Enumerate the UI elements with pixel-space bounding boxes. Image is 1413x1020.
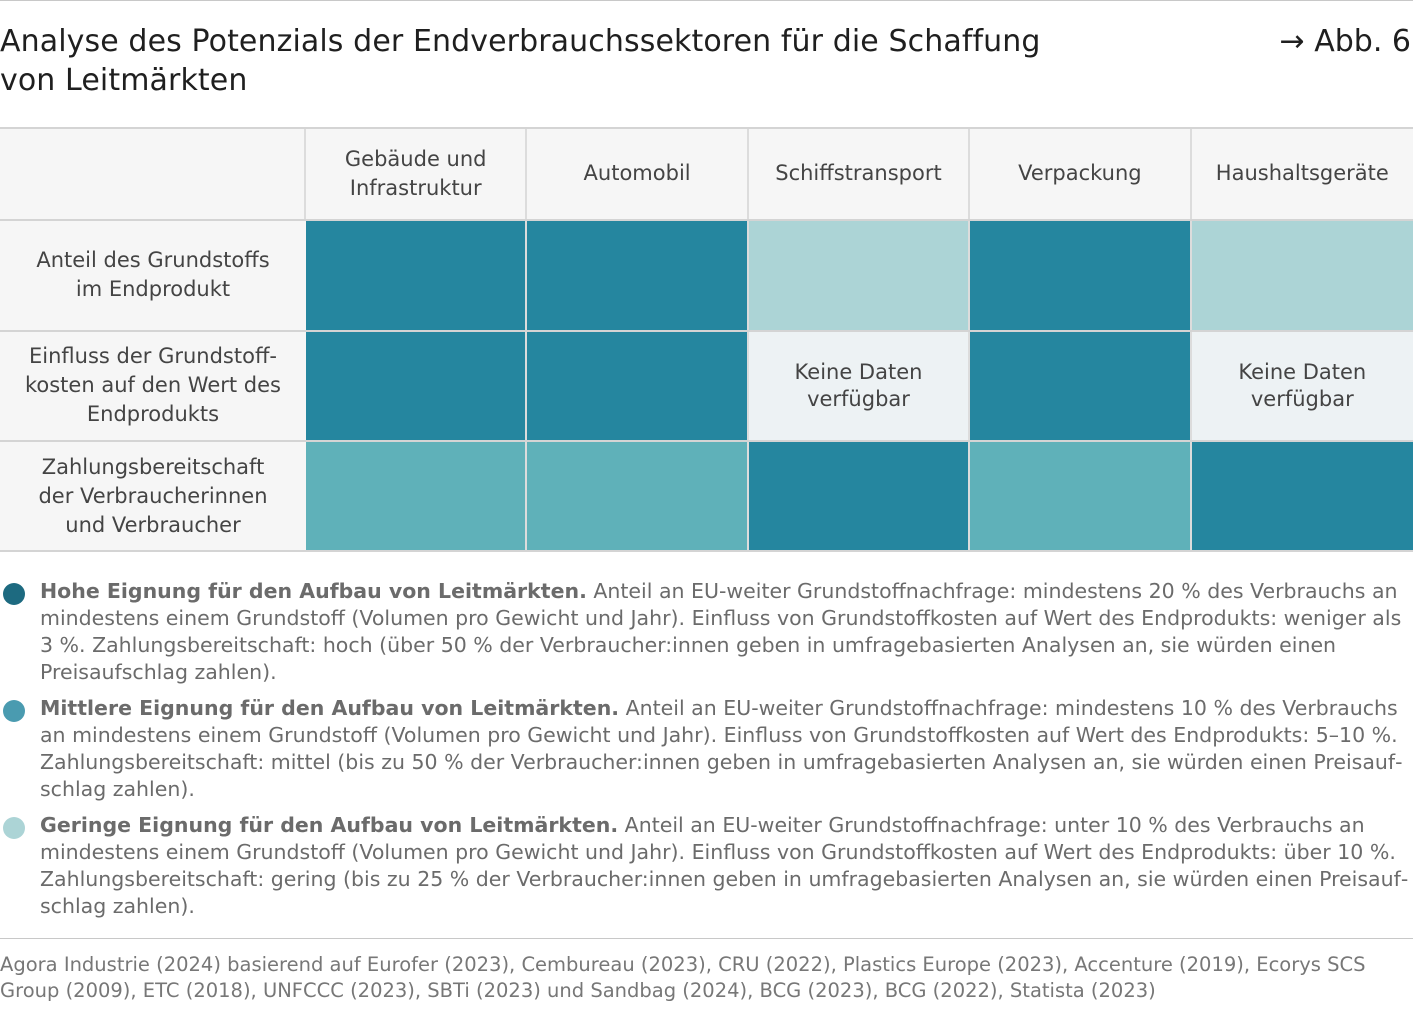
figure-reference: → Abb. 6 xyxy=(1279,24,1411,59)
legend-description: Anteil an EU-weiter Grundstoffnachfrage:… xyxy=(40,813,1409,918)
heatmap-cell-medium xyxy=(306,441,528,552)
chart-title-line-1: Analyse des Potenzials der Endverbrauchs… xyxy=(0,24,1041,59)
column-header-line: Gebäude und xyxy=(344,146,487,171)
legend-heading: Geringe Eignung für den Aufbau von Leitm… xyxy=(40,813,619,837)
no-data-label: Keine Daten xyxy=(1238,359,1367,384)
heatmap-cell-no_data: Keine Daten verfügbar xyxy=(748,330,971,441)
table-row-divider xyxy=(0,549,1413,552)
column-header: Verpackung xyxy=(970,127,1192,220)
legend-item-high: Hohe Eignung für den Aufbau von Leitmärk… xyxy=(0,578,1413,686)
no-data-label: verfügbar xyxy=(807,386,910,411)
row-label-line: kosten auf den Wert des xyxy=(24,373,281,398)
legend-heading: Mittlere Eignung für den Aufbau von Leit… xyxy=(40,696,620,720)
heatmap-cell-high xyxy=(527,330,749,441)
heatmap-cell-high xyxy=(527,220,749,331)
legend-dot-icon xyxy=(3,700,25,722)
legend-item-medium: Mittlere Eignung für den Aufbau von Leit… xyxy=(0,695,1413,803)
legend: Hohe Eignung für den Aufbau von Leitmärk… xyxy=(0,578,1413,929)
suitability-matrix: Gebäude und Infrastruktur Automobil Schiffs… xyxy=(0,127,1413,552)
heatmap-cell-high xyxy=(748,441,971,552)
column-header-line: Haushaltsgeräte xyxy=(1215,161,1389,185)
row-label-line: und Verbraucher xyxy=(65,512,241,537)
heatmap-cell-no_data: Keine Daten verfügbar xyxy=(1191,330,1413,441)
heatmap-cell-medium xyxy=(527,441,749,552)
legend-heading: Hohe Eignung für den Aufbau von Leitmärk… xyxy=(40,579,587,603)
heatmap-cell-high xyxy=(1191,441,1413,552)
source-note: Agora Industrie (2024) basierend auf Eur… xyxy=(0,953,1366,1002)
table-row-divider xyxy=(0,440,1413,442)
row-label-line: im Endprodukt xyxy=(75,277,231,302)
legend-dot-icon xyxy=(3,583,25,605)
column-header-line: Automobil xyxy=(583,161,691,185)
row-label-line: Einfluss der Grundstoff- xyxy=(29,344,277,369)
column-header-line: Infrastruktur xyxy=(349,175,482,200)
column-header: Automobil xyxy=(527,127,749,220)
column-header: Haushaltsgeräte xyxy=(1191,127,1413,220)
heatmap-cell-low xyxy=(748,220,971,331)
legend-description: Anteil an EU-weiter Grundstoffnachfrage:… xyxy=(40,579,1402,684)
legend-item-low: Geringe Eignung für den Aufbau von Leitm… xyxy=(0,812,1413,920)
no-data-label: verfügbar xyxy=(1250,386,1354,411)
chart-title-line-2: von Leitmärkten xyxy=(0,63,248,98)
row-label: Zahlungsbereitschaft der Verbraucherinnen… xyxy=(0,441,306,552)
column-header: Schiffstransport xyxy=(748,127,971,220)
table-row-divider xyxy=(0,219,1413,221)
legend-description: Anteil an EU-weiter Grundstoffnachfrage:… xyxy=(40,696,1403,801)
bottom-divider xyxy=(0,938,1413,939)
row-label: Anteil des Grundstoffs im Endprodukt xyxy=(0,220,306,331)
heatmap-cell-high xyxy=(970,220,1192,331)
heatmap-cell-high xyxy=(970,330,1192,441)
column-header: Gebäude und Infrastruktur xyxy=(306,127,528,220)
heatmap-cell-low xyxy=(1191,220,1413,331)
row-label: Einfluss der Grundstoff-kosten auf den W… xyxy=(0,330,306,441)
row-label-line: Endprodukts xyxy=(86,402,220,427)
header-corner xyxy=(0,127,306,220)
no-data-label: Keine Daten xyxy=(794,359,923,384)
table-row-divider xyxy=(0,329,1413,332)
chart-title: Analyse des Potenzials der Endverbrauchs… xyxy=(0,22,1080,100)
heatmap-cell-high xyxy=(306,330,528,441)
row-label-line: Anteil des Grundstoffs xyxy=(36,248,270,273)
heatmap-cell-high xyxy=(306,220,528,331)
column-header-line: Verpackung xyxy=(1018,161,1142,185)
legend-dot-icon xyxy=(3,817,25,839)
column-header-line: Schiffstransport xyxy=(775,161,942,185)
heatmap-cell-medium xyxy=(970,441,1192,552)
row-label-line: Zahlungsbereitschaft xyxy=(41,454,265,479)
row-label-line: der Verbraucherinnen xyxy=(38,483,268,508)
top-divider xyxy=(0,0,1413,1)
table-row-divider xyxy=(0,127,1413,129)
